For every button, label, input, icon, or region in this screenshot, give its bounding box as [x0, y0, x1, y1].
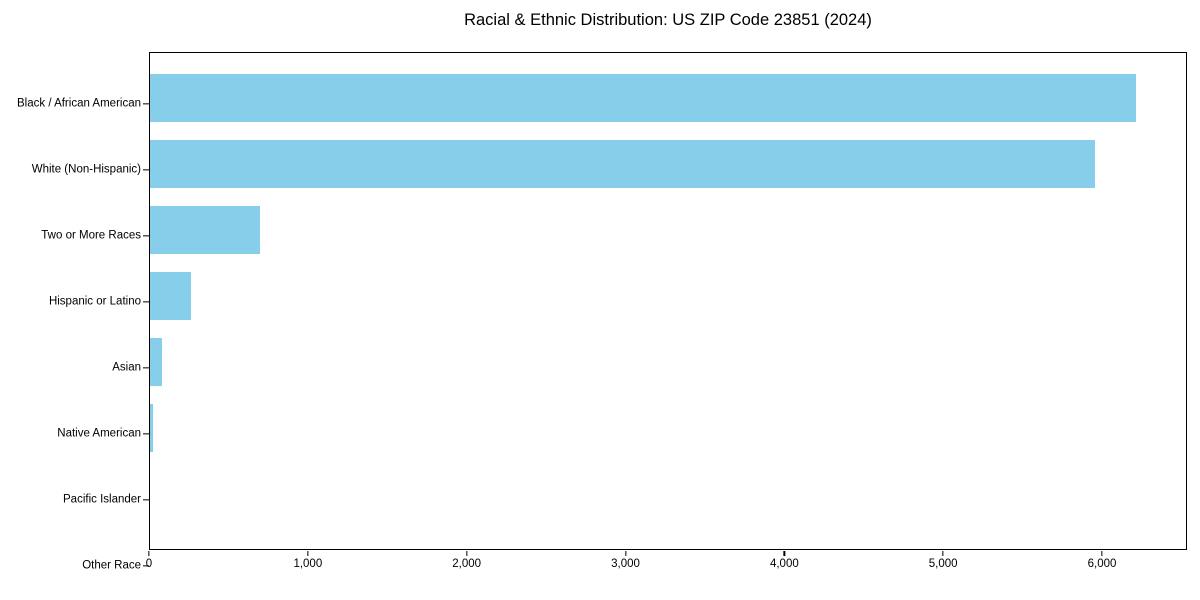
x-tick-mark — [148, 550, 150, 556]
y-axis-label: Hispanic or Latino — [48, 295, 141, 308]
bar — [150, 338, 162, 386]
x-tick-mark — [783, 550, 785, 556]
y-axis-label: Other Race — [82, 559, 141, 572]
y-tick-mark — [142, 103, 149, 105]
x-tick-label: 0 — [145, 557, 153, 570]
chart-title: Racial & Ethnic Distribution: US ZIP Cod… — [464, 11, 872, 29]
y-axis-label: White (Non-Hispanic) — [31, 163, 141, 176]
x-tick-label: 4,000 — [769, 557, 799, 570]
y-axis-label: Black / African American — [17, 97, 141, 110]
y-axis-label: Pacific Islander — [63, 493, 141, 506]
x-tick-label: 2,000 — [452, 557, 482, 570]
bar — [150, 206, 261, 254]
bar — [150, 140, 1095, 188]
bar-row: Hispanic or Latino — [49, 272, 1186, 332]
bar-row: Other Race — [82, 536, 1186, 596]
x-tick-mark — [466, 550, 468, 556]
x-axis: 0 1,000 2,000 3,000 4,000 5,000 6,000 — [145, 550, 1187, 583]
x-tick-mark — [942, 550, 944, 556]
y-tick-mark — [142, 433, 149, 435]
plot-area: Black / African American White (Non-Hispa… — [17, 52, 1187, 571]
bar — [150, 404, 154, 452]
y-axis-label: Asian — [112, 361, 141, 374]
y-tick-mark — [142, 235, 149, 237]
y-tick-mark — [142, 499, 149, 501]
x-tick-label: 1,000 — [293, 557, 323, 570]
bar — [150, 74, 1137, 122]
x-tick-label: 3,000 — [611, 557, 640, 570]
y-tick-mark — [142, 367, 149, 369]
y-tick-mark — [142, 565, 149, 567]
bar-row: Native American — [57, 404, 1186, 464]
x-tick-mark — [1101, 550, 1103, 556]
y-axis-label: Two or More Races — [41, 229, 141, 242]
x-tick-mark — [307, 550, 309, 556]
x-tick-label: 6,000 — [1087, 557, 1117, 570]
bar-row: Pacific Islander — [63, 470, 1186, 530]
bar-row: Asian — [112, 338, 1186, 398]
bar-row: Black / African American — [17, 74, 1186, 134]
y-axis-label: Native American — [57, 427, 141, 440]
x-tick-label: 5,000 — [928, 557, 958, 570]
x-tick-mark — [624, 550, 627, 556]
bar — [150, 272, 192, 320]
bar-row: Two or More Races — [41, 206, 1186, 266]
y-tick-mark — [142, 301, 149, 303]
bar-row: White (Non-Hispanic) — [32, 140, 1186, 200]
y-tick-mark — [142, 169, 149, 171]
